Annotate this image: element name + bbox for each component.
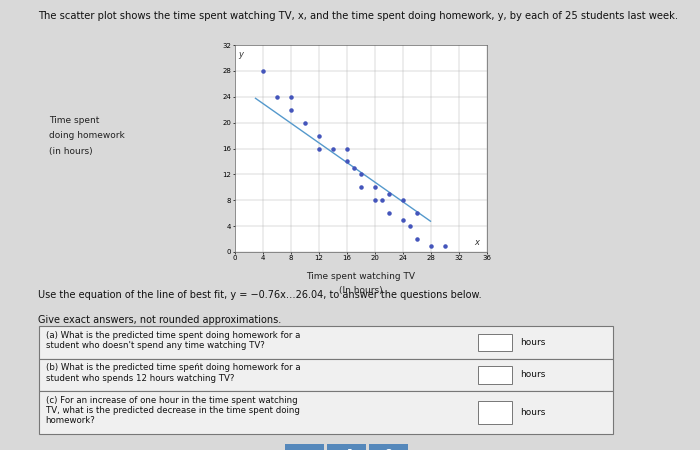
Text: doing homework: doing homework — [49, 131, 125, 140]
Text: The scatter plot shows the time spent watching TV, x, and the time spent doing h: The scatter plot shows the time spent wa… — [38, 11, 678, 21]
Point — [383, 190, 394, 198]
Point — [285, 93, 296, 100]
Point — [341, 158, 352, 165]
Text: hours: hours — [520, 370, 545, 379]
Point — [355, 171, 366, 178]
Point — [369, 197, 380, 204]
Point — [397, 197, 408, 204]
Point — [383, 210, 394, 217]
Text: Time spent watching TV: Time spent watching TV — [306, 272, 415, 281]
Point — [285, 106, 296, 113]
Point — [411, 210, 422, 217]
Point — [257, 67, 268, 74]
Point — [397, 216, 408, 223]
Point — [404, 223, 415, 230]
Text: (in hours): (in hours) — [49, 147, 92, 156]
Point — [439, 242, 450, 249]
Text: hours: hours — [520, 338, 545, 347]
Point — [348, 164, 359, 171]
Text: x: x — [475, 238, 480, 247]
Point — [341, 145, 352, 152]
Text: y: y — [238, 50, 243, 59]
Point — [425, 242, 436, 249]
Text: Give exact answers, not rounded approximations.: Give exact answers, not rounded approxim… — [38, 315, 281, 325]
Point — [271, 93, 282, 100]
Text: x: x — [301, 449, 308, 450]
Text: Use the equation of the line of best fit, y = −0.76x…26.04, to answer the questi: Use the equation of the line of best fit… — [38, 290, 482, 300]
Text: Time spent: Time spent — [49, 116, 99, 125]
Point — [369, 184, 380, 191]
Text: (b) What is the predicted time speńt doing homework for a
student who spends 12 : (b) What is the predicted time speńt doi… — [46, 363, 300, 382]
Point — [313, 132, 324, 139]
Text: (a) What is the predicted time spent doing homework for a
student who doesn't sp: (a) What is the predicted time spent doi… — [46, 331, 300, 350]
Point — [299, 119, 310, 126]
Text: (c) For an increase of one hour in the time spent watching
TV, what is the predi: (c) For an increase of one hour in the t… — [46, 396, 300, 425]
Point — [411, 235, 422, 243]
Point — [355, 184, 366, 191]
Text: hours: hours — [520, 408, 545, 417]
Text: (In hours): (In hours) — [339, 286, 382, 295]
Point — [327, 145, 338, 152]
Text: ↺: ↺ — [342, 449, 351, 450]
Point — [376, 197, 387, 204]
Point — [313, 145, 324, 152]
Text: ?: ? — [385, 449, 392, 450]
